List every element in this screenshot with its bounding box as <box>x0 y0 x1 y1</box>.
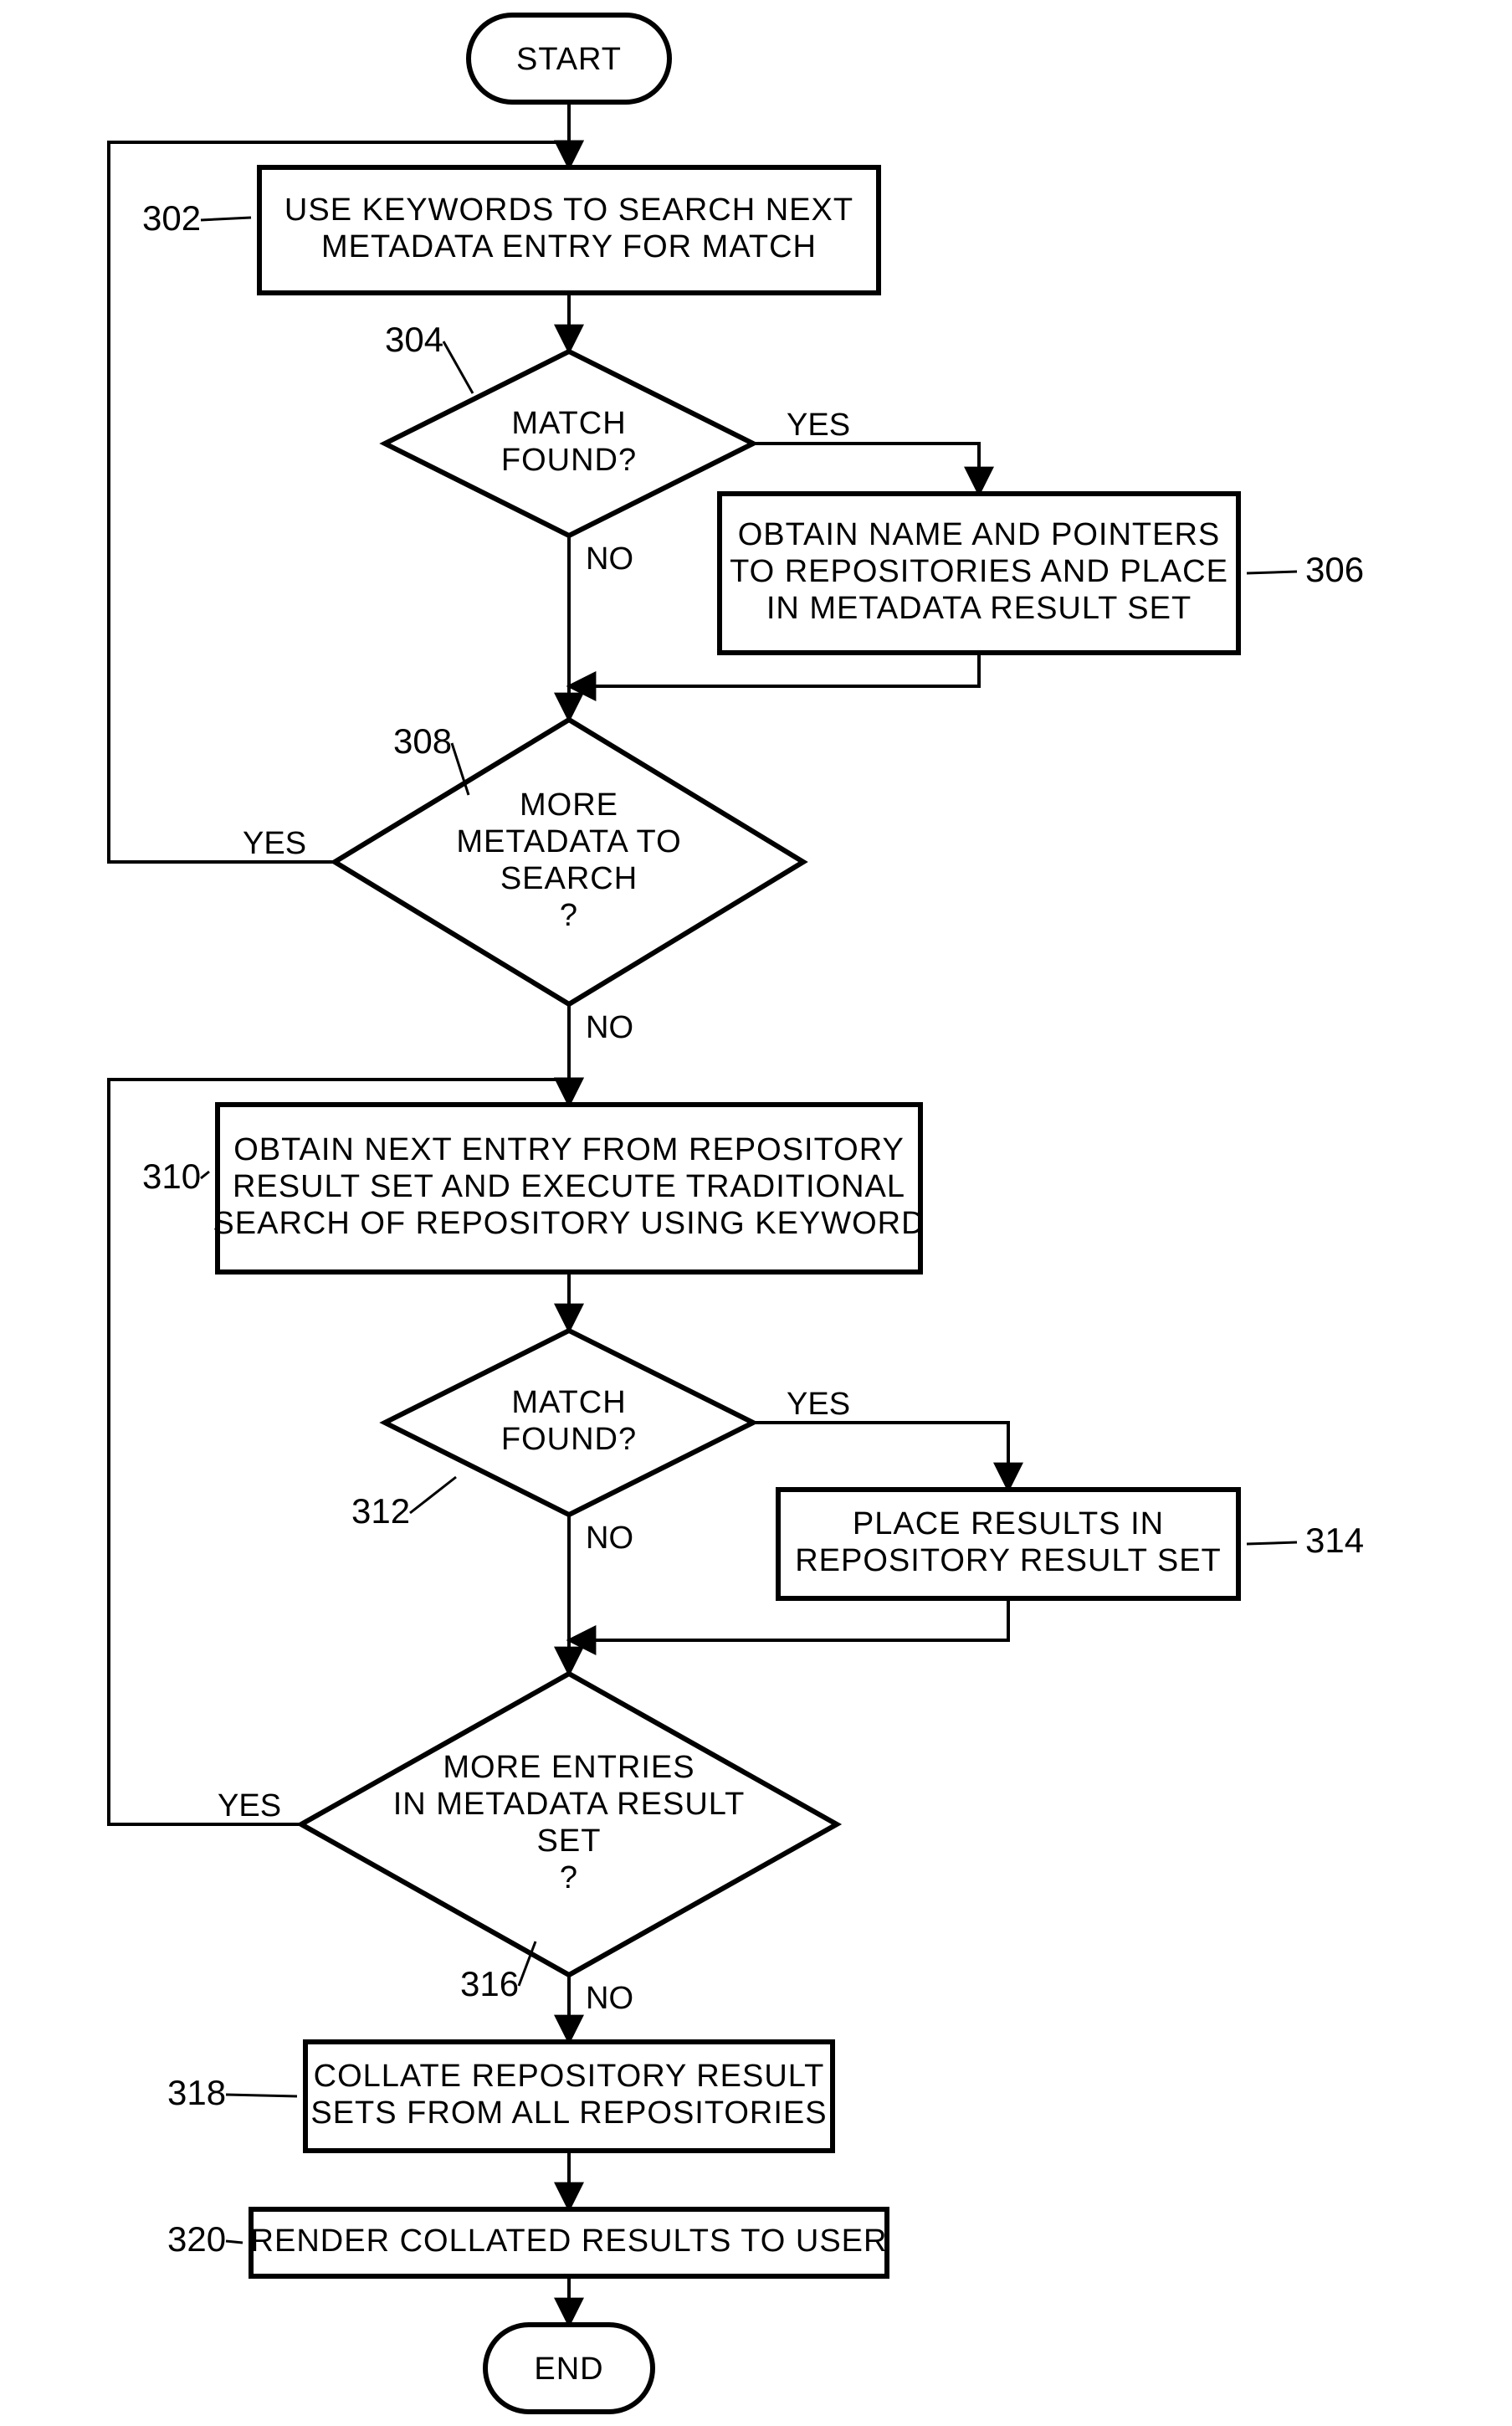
svg-text:TO REPOSITORIES AND PLACE: TO REPOSITORIES AND PLACE <box>730 554 1228 589</box>
svg-text:USE KEYWORDS TO SEARCH NEXT: USE KEYWORDS TO SEARCH NEXT <box>284 192 853 228</box>
ref-306: 306 <box>1305 550 1364 589</box>
svg-text:MORE: MORE <box>520 787 618 823</box>
branch-label: YES <box>243 826 306 861</box>
svg-text:REPOSITORY RESULT SET: REPOSITORY RESULT SET <box>795 1543 1222 1578</box>
ref-302: 302 <box>142 198 201 238</box>
svg-text:RESULT SET AND EXECUTE TRADITI: RESULT SET AND EXECUTE TRADITIONAL <box>233 1169 905 1204</box>
flowchart: STARTENDUSE KEYWORDS TO SEARCH NEXTMETAD… <box>0 0 1512 2426</box>
svg-text:RENDER COLLATED RESULTS TO USE: RENDER COLLATED RESULTS TO USER <box>251 2223 888 2259</box>
ref-320: 320 <box>167 2219 226 2259</box>
svg-text:COLLATE REPOSITORY RESULT: COLLATE REPOSITORY RESULT <box>314 2059 825 2094</box>
svg-text:METADATA TO: METADATA TO <box>456 824 681 859</box>
branch-label: NO <box>586 1981 633 2016</box>
svg-text:OBTAIN NEXT ENTRY FROM REPOSIT: OBTAIN NEXT ENTRY FROM REPOSITORY <box>233 1132 905 1167</box>
branch-label: NO <box>586 541 633 577</box>
svg-text:SEARCH OF REPOSITORY USING KEY: SEARCH OF REPOSITORY USING KEYWORD <box>213 1206 925 1241</box>
svg-text:MATCH: MATCH <box>511 406 626 441</box>
svg-text:?: ? <box>560 1860 578 1895</box>
svg-text:METADATA ENTRY FOR MATCH: METADATA ENTRY FOR MATCH <box>321 229 817 264</box>
nodes-layer: STARTENDUSE KEYWORDS TO SEARCH NEXTMETAD… <box>213 15 1238 2412</box>
branch-label: NO <box>586 1010 633 1045</box>
ref-308: 308 <box>393 721 452 761</box>
svg-text:OBTAIN NAME AND POINTERS: OBTAIN NAME AND POINTERS <box>738 517 1220 552</box>
ref-312: 312 <box>351 1491 410 1531</box>
svg-text:START: START <box>516 42 622 77</box>
svg-text:IN METADATA RESULT SET: IN METADATA RESULT SET <box>766 591 1192 626</box>
ref-304: 304 <box>385 320 443 359</box>
branch-label: YES <box>787 408 850 443</box>
svg-text:IN METADATA RESULT: IN METADATA RESULT <box>393 1787 746 1822</box>
svg-text:END: END <box>534 2352 603 2387</box>
svg-text:FOUND?: FOUND? <box>501 1422 637 1457</box>
svg-text:SET: SET <box>537 1823 602 1859</box>
svg-text:MATCH: MATCH <box>511 1385 626 1420</box>
ref-318: 318 <box>167 2073 226 2112</box>
branch-label: YES <box>218 1788 281 1823</box>
svg-text:PLACE RESULTS IN: PLACE RESULTS IN <box>853 1506 1164 1541</box>
svg-text:FOUND?: FOUND? <box>501 443 637 478</box>
ref-314: 314 <box>1305 1521 1364 1560</box>
svg-text:MORE ENTRIES: MORE ENTRIES <box>443 1750 694 1785</box>
ref-316: 316 <box>460 1964 519 2003</box>
branch-label: YES <box>787 1387 850 1422</box>
svg-text:SEARCH: SEARCH <box>500 861 638 896</box>
svg-text:?: ? <box>560 898 578 933</box>
svg-text:SETS FROM ALL REPOSITORIES: SETS FROM ALL REPOSITORIES <box>310 2095 827 2131</box>
branch-label: NO <box>586 1521 633 1556</box>
ref-310: 310 <box>142 1157 201 1196</box>
